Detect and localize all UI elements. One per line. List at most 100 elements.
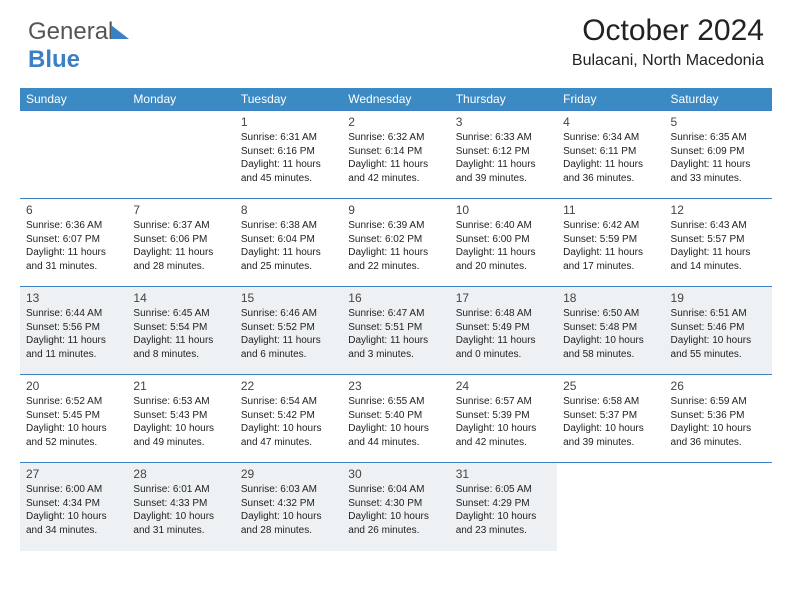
page-title: October 2024 <box>572 14 764 48</box>
day-info-line: Daylight: 11 hours <box>348 158 443 172</box>
calendar-day-cell: 31Sunrise: 6:05 AMSunset: 4:29 PMDayligh… <box>450 463 557 551</box>
day-info-line: and 34 minutes. <box>26 524 121 538</box>
day-info-line: Daylight: 11 hours <box>348 334 443 348</box>
day-info-line: and 42 minutes. <box>348 172 443 186</box>
day-info-line: Sunrise: 6:45 AM <box>133 307 228 321</box>
calendar-day-cell: 9Sunrise: 6:39 AMSunset: 6:02 PMDaylight… <box>342 199 449 287</box>
day-info-line: Sunset: 5:49 PM <box>456 321 551 335</box>
day-info-line: and 31 minutes. <box>133 524 228 538</box>
day-number: 24 <box>456 378 551 394</box>
day-info-line: Sunrise: 6:52 AM <box>26 395 121 409</box>
day-number: 21 <box>133 378 228 394</box>
calendar-week-row: 6Sunrise: 6:36 AMSunset: 6:07 PMDaylight… <box>20 199 772 287</box>
calendar-day-cell: 4Sunrise: 6:34 AMSunset: 6:11 PMDaylight… <box>557 111 664 199</box>
day-info-line: Sunset: 6:14 PM <box>348 145 443 159</box>
day-info-line: Daylight: 10 hours <box>26 510 121 524</box>
day-info-line: and 39 minutes. <box>563 436 658 450</box>
day-number: 6 <box>26 202 121 218</box>
day-info-line: and 26 minutes. <box>348 524 443 538</box>
day-info-line: Daylight: 11 hours <box>26 246 121 260</box>
day-info-line: Sunset: 5:56 PM <box>26 321 121 335</box>
day-info-line: Sunrise: 6:31 AM <box>241 131 336 145</box>
logo-text-b: Blue <box>28 46 80 73</box>
calendar-header-row: SundayMondayTuesdayWednesdayThursdayFrid… <box>20 88 772 111</box>
calendar-week-row: 20Sunrise: 6:52 AMSunset: 5:45 PMDayligh… <box>20 375 772 463</box>
day-number: 9 <box>348 202 443 218</box>
calendar-day-cell: 6Sunrise: 6:36 AMSunset: 6:07 PMDaylight… <box>20 199 127 287</box>
day-info-line: Daylight: 11 hours <box>563 246 658 260</box>
calendar-day-cell: 22Sunrise: 6:54 AMSunset: 5:42 PMDayligh… <box>235 375 342 463</box>
day-number: 7 <box>133 202 228 218</box>
day-info-line: Daylight: 11 hours <box>671 158 766 172</box>
weekday-header: Saturday <box>665 88 772 111</box>
day-info-line: Sunrise: 6:05 AM <box>456 483 551 497</box>
day-info-line: Sunset: 5:46 PM <box>671 321 766 335</box>
weekday-header: Sunday <box>20 88 127 111</box>
day-info-line: and 42 minutes. <box>456 436 551 450</box>
day-number: 1 <box>241 114 336 130</box>
calendar-day-cell: 20Sunrise: 6:52 AMSunset: 5:45 PMDayligh… <box>20 375 127 463</box>
day-info-line: Sunrise: 6:46 AM <box>241 307 336 321</box>
day-number: 16 <box>348 290 443 306</box>
day-info-line: Sunset: 5:48 PM <box>563 321 658 335</box>
day-info-line: Sunset: 4:32 PM <box>241 497 336 511</box>
day-info-line: Sunrise: 6:40 AM <box>456 219 551 233</box>
day-info-line: Daylight: 10 hours <box>133 510 228 524</box>
calendar-day-cell: 24Sunrise: 6:57 AMSunset: 5:39 PMDayligh… <box>450 375 557 463</box>
day-number: 3 <box>456 114 551 130</box>
day-number: 11 <box>563 202 658 218</box>
calendar-empty-cell <box>557 463 664 551</box>
day-info-line: Sunset: 6:12 PM <box>456 145 551 159</box>
day-info-line: and 20 minutes. <box>456 260 551 274</box>
day-info-line: Sunset: 6:04 PM <box>241 233 336 247</box>
calendar-day-cell: 1Sunrise: 6:31 AMSunset: 6:16 PMDaylight… <box>235 111 342 199</box>
day-number: 5 <box>671 114 766 130</box>
day-info-line: and 58 minutes. <box>563 348 658 362</box>
day-info-line: and 25 minutes. <box>241 260 336 274</box>
day-info-line: Sunset: 5:59 PM <box>563 233 658 247</box>
calendar-day-cell: 3Sunrise: 6:33 AMSunset: 6:12 PMDaylight… <box>450 111 557 199</box>
calendar-day-cell: 11Sunrise: 6:42 AMSunset: 5:59 PMDayligh… <box>557 199 664 287</box>
day-info-line: Sunset: 6:11 PM <box>563 145 658 159</box>
calendar-day-cell: 5Sunrise: 6:35 AMSunset: 6:09 PMDaylight… <box>665 111 772 199</box>
day-info-line: Sunrise: 6:51 AM <box>671 307 766 321</box>
day-info-line: and 11 minutes. <box>26 348 121 362</box>
day-number: 15 <box>241 290 336 306</box>
day-number: 29 <box>241 466 336 482</box>
day-info-line: and 28 minutes. <box>241 524 336 538</box>
day-info-line: Sunrise: 6:34 AM <box>563 131 658 145</box>
day-number: 19 <box>671 290 766 306</box>
day-info-line: Daylight: 11 hours <box>671 246 766 260</box>
calendar-day-cell: 30Sunrise: 6:04 AMSunset: 4:30 PMDayligh… <box>342 463 449 551</box>
day-info-line: Sunrise: 6:35 AM <box>671 131 766 145</box>
day-info-line: Daylight: 10 hours <box>241 510 336 524</box>
day-info-line: Sunrise: 6:43 AM <box>671 219 766 233</box>
day-info-line: Sunset: 4:30 PM <box>348 497 443 511</box>
day-info-line: Sunrise: 6:37 AM <box>133 219 228 233</box>
day-info-line: Sunset: 4:29 PM <box>456 497 551 511</box>
day-info-line: Daylight: 10 hours <box>348 510 443 524</box>
day-info-line: Daylight: 11 hours <box>456 158 551 172</box>
day-info-line: Sunrise: 6:32 AM <box>348 131 443 145</box>
day-info-line: Daylight: 11 hours <box>456 246 551 260</box>
calendar-day-cell: 8Sunrise: 6:38 AMSunset: 6:04 PMDaylight… <box>235 199 342 287</box>
calendar-day-cell: 23Sunrise: 6:55 AMSunset: 5:40 PMDayligh… <box>342 375 449 463</box>
calendar-day-cell: 7Sunrise: 6:37 AMSunset: 6:06 PMDaylight… <box>127 199 234 287</box>
day-number: 8 <box>241 202 336 218</box>
day-info-line: Sunrise: 6:42 AM <box>563 219 658 233</box>
calendar-week-row: 27Sunrise: 6:00 AMSunset: 4:34 PMDayligh… <box>20 463 772 551</box>
day-number: 23 <box>348 378 443 394</box>
day-info-line: Daylight: 10 hours <box>563 422 658 436</box>
day-info-line: Sunset: 5:45 PM <box>26 409 121 423</box>
day-info-line: and 49 minutes. <box>133 436 228 450</box>
day-info-line: Sunset: 5:57 PM <box>671 233 766 247</box>
logo-triangle-icon <box>111 25 129 39</box>
day-number: 2 <box>348 114 443 130</box>
day-info-line: Sunrise: 6:38 AM <box>241 219 336 233</box>
day-info-line: Sunset: 5:42 PM <box>241 409 336 423</box>
calendar-empty-cell <box>127 111 234 199</box>
day-info-line: Sunrise: 6:48 AM <box>456 307 551 321</box>
weekday-header: Monday <box>127 88 234 111</box>
day-info-line: and 17 minutes. <box>563 260 658 274</box>
day-number: 10 <box>456 202 551 218</box>
